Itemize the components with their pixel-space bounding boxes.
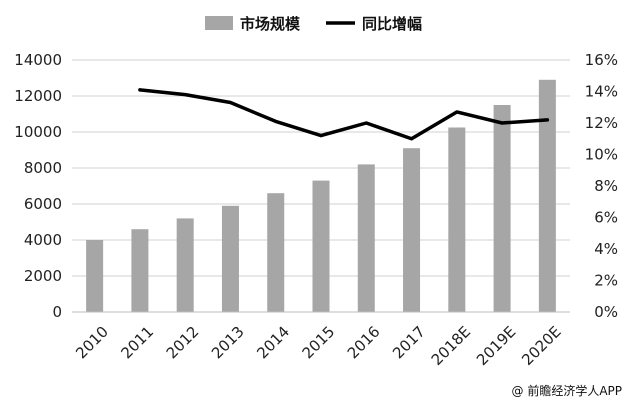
left-tick-label: 6000 [24, 195, 62, 213]
line-point-2015 [319, 134, 323, 138]
left-axis-ticks: 0 2000 4000 6000 8000 10000 12000 14000 [14, 51, 62, 321]
x-tick-label: 2011 [117, 323, 157, 363]
left-tick-label: 8000 [24, 159, 62, 177]
x-tick-label: 2017 [389, 323, 429, 363]
legend: 市场规模 同比增幅 [205, 15, 422, 33]
right-tick-label: 12% [585, 114, 618, 132]
right-tick-label: 0% [594, 303, 618, 321]
legend-label-yoy-growth: 同比增幅 [362, 15, 422, 33]
x-tick-label: 2012 [163, 323, 203, 363]
right-tick-label: 8% [594, 177, 618, 195]
right-tick-label: 4% [594, 240, 618, 258]
line-point-2016 [364, 121, 368, 125]
right-tick-label: 16% [585, 51, 618, 69]
x-tick-label: 2018E [428, 323, 474, 369]
left-tick-label: 0 [52, 303, 62, 321]
bar-2010 [86, 240, 104, 312]
line-point-2020E [545, 118, 549, 122]
x-tick-label: 2010 [72, 323, 112, 363]
line-point-2018E [455, 110, 459, 114]
x-tick-label: 2015 [299, 323, 339, 363]
x-tick-label: 2020E [518, 323, 564, 369]
line-path-yoy-growth [138, 88, 550, 141]
bar-2020E [538, 79, 556, 312]
legend-label-market-size: 市场规模 [240, 15, 301, 33]
watermark: @ 前瞻经济学人APP [511, 384, 623, 398]
line-point-2011 [138, 88, 142, 92]
bar-2015 [312, 180, 330, 312]
line-point-2014 [274, 119, 278, 123]
x-tick-label: 2016 [344, 323, 384, 363]
x-tick-label: 2019E [473, 323, 519, 369]
bar-2018E [448, 127, 466, 312]
bar-2012 [176, 218, 194, 312]
left-tick-label: 4000 [24, 231, 62, 249]
line-point-2019E [500, 121, 504, 125]
bar-2019E [493, 105, 511, 312]
right-tick-label: 10% [585, 146, 618, 164]
left-tick-label: 12000 [14, 87, 62, 105]
left-tick-label: 14000 [14, 51, 62, 69]
x-axis-ticks: 2010 2011 2012 2013 2014 2015 2016 20172018E201… [72, 323, 564, 369]
left-tick-label: 2000 [24, 267, 62, 285]
legend-swatch-market-size [205, 16, 233, 30]
bar-2013 [221, 205, 239, 312]
right-tick-label: 14% [585, 83, 618, 101]
right-tick-label: 6% [594, 209, 618, 227]
bar-2011 [131, 229, 149, 312]
x-tick-label: 2013 [208, 323, 248, 363]
x-tick-label: 2014 [253, 323, 293, 363]
line-point-2017 [410, 137, 414, 141]
left-tick-label: 10000 [14, 123, 62, 141]
line-point-2013 [228, 101, 232, 105]
right-tick-label: 2% [594, 272, 618, 290]
bar-series-market-size [86, 79, 556, 312]
bar-2014 [267, 193, 285, 312]
line-series-yoy-growth [138, 88, 550, 141]
line-point-2012 [183, 93, 187, 97]
bar-2017 [403, 148, 421, 312]
bar-2016 [357, 164, 375, 312]
right-axis-ticks: 0% 2% 4% 6% 8% 10% 12% 14% 16% [585, 51, 618, 321]
